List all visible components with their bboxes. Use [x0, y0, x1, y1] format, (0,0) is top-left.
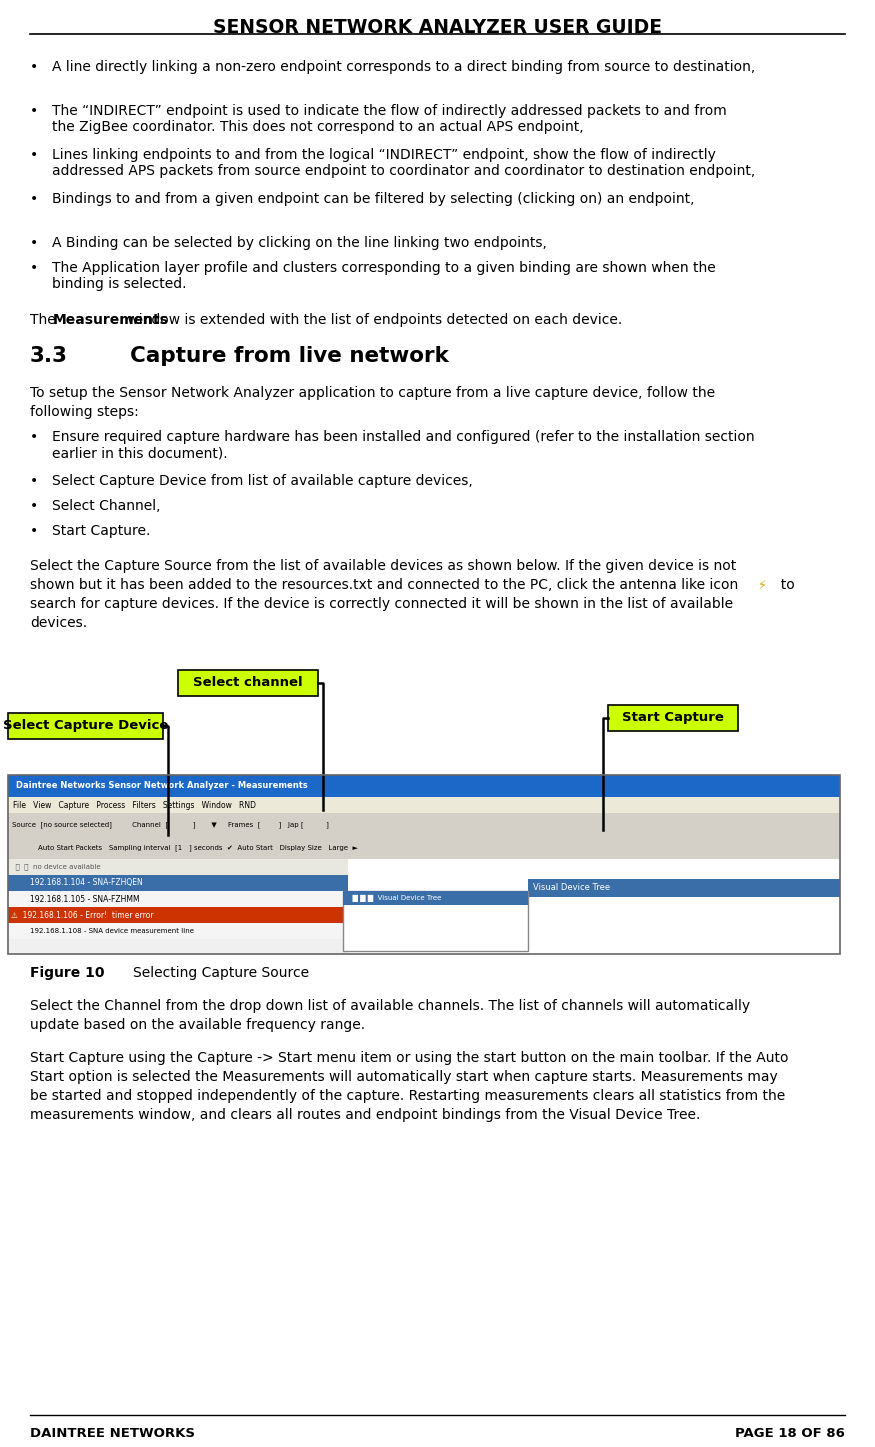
Bar [528, 878, 840, 897]
Text: Select the Capture Source from the list of available devices as shown below. If : Select the Capture Source from the list … [30, 559, 736, 573]
Text: Start option is selected the Measurements will automatically start when capture : Start option is selected the Measurement… [30, 1069, 778, 1084]
Text: •: • [30, 104, 38, 119]
Text: Figure 10: Figure 10 [30, 967, 104, 980]
Text: Select Channel,: Select Channel, [52, 499, 160, 514]
Text: Visual Device Tree: Visual Device Tree [533, 884, 610, 893]
Text: •: • [30, 59, 38, 74]
Text: be started and stopped independently of the capture. Restarting measurements cle: be started and stopped independently of … [30, 1090, 785, 1103]
Text: Start Capture.: Start Capture. [52, 524, 150, 538]
Bar [8, 776, 840, 797]
Text: •: • [30, 499, 38, 514]
Text: update based on the available frequency range.: update based on the available frequency … [30, 1019, 365, 1032]
Bar [8, 776, 840, 954]
Bar [343, 891, 528, 904]
Text: Capture from live network: Capture from live network [130, 346, 449, 366]
Bar [8, 860, 348, 875]
Text: 192.168.1.105 - SNA-FZHMM: 192.168.1.105 - SNA-FZHMM [30, 894, 140, 903]
Text: Select the Channel from the drop down list of available channels. The list of ch: Select the Channel from the drop down li… [30, 998, 750, 1013]
Text: The “INDIRECT” endpoint is used to indicate the flow of indirectly addressed pac: The “INDIRECT” endpoint is used to indic… [52, 104, 727, 135]
Text: Lines linking endpoints to and from the logical “INDIRECT” endpoint, show the fl: Lines linking endpoints to and from the … [52, 148, 755, 178]
FancyBboxPatch shape [608, 705, 738, 731]
Text: window is extended with the list of endpoints detected on each device.: window is extended with the list of endp… [123, 313, 622, 327]
Text: ⚡: ⚡ [758, 579, 766, 592]
Bar [8, 836, 840, 860]
Text: Select Capture Device from list of available capture devices,: Select Capture Device from list of avail… [52, 475, 473, 488]
Text: Auto Start Packets   Sampling interval  [1   ] seconds  ✔  Auto Start   Display : Auto Start Packets Sampling interval [1 … [38, 845, 358, 851]
Text: shown but it has been added to the resources.txt and connected to the PC, click : shown but it has been added to the resou… [30, 577, 738, 592]
Bar [8, 875, 348, 891]
Text: A Binding can be selected by clicking on the line linking two endpoints,: A Binding can be selected by clicking on… [52, 236, 547, 250]
FancyBboxPatch shape [8, 713, 163, 739]
Text: File   View   Capture   Process   Filters   Settings   Window   RND: File View Capture Process Filters Settin… [13, 800, 256, 809]
Text: 3.3: 3.3 [30, 346, 68, 366]
Bar [343, 891, 528, 951]
Text: •: • [30, 260, 38, 275]
Text: To setup the Sensor Network Analyzer application to capture from a live capture : To setup the Sensor Network Analyzer app… [30, 386, 715, 399]
Text: Ensure required capture hardware has been installed and configured (refer to the: Ensure required capture hardware has bee… [52, 430, 754, 460]
Text: •: • [30, 475, 38, 488]
Text: ⚠  192.168.1.106 - Error!  timer error: ⚠ 192.168.1.106 - Error! timer error [11, 910, 154, 919]
Bar [8, 891, 348, 907]
Text: Source  [no source selected]         Channel  [           ]       ▼     Frames  : Source [no source selected] Channel [ ] … [12, 822, 329, 828]
Text: A line directly linking a non-zero endpoint corresponds to a direct binding from: A line directly linking a non-zero endpo… [52, 59, 755, 74]
Text: 192.168.1.108 - SNA device measurement line: 192.168.1.108 - SNA device measurement l… [30, 928, 194, 933]
Text: •: • [30, 192, 38, 205]
Text: The: The [30, 313, 60, 327]
Text: Measurements: Measurements [53, 313, 169, 327]
Text: •: • [30, 148, 38, 162]
Text: Selecting Capture Source: Selecting Capture Source [98, 967, 309, 980]
Text: following steps:: following steps: [30, 405, 139, 420]
Text: ⚿  ⚿  no device available: ⚿ ⚿ no device available [11, 864, 101, 870]
Bar [8, 907, 348, 923]
Text: •: • [30, 430, 38, 444]
Text: devices.: devices. [30, 616, 88, 629]
Bar [8, 813, 840, 836]
Text: The Application layer profile and clusters corresponding to a given binding are : The Application layer profile and cluste… [52, 260, 716, 291]
Text: •: • [30, 524, 38, 538]
Text: Start Capture using the Capture -> Start menu item or using the start button on : Start Capture using the Capture -> Start… [30, 1051, 788, 1065]
Text: Bindings to and from a given endpoint can be filtered by selecting (clicking on): Bindings to and from a given endpoint ca… [52, 192, 695, 205]
Text: 192.168.1.104 - SNA-FZHQEN: 192.168.1.104 - SNA-FZHQEN [30, 878, 143, 887]
Text: •: • [30, 236, 38, 250]
FancyBboxPatch shape [178, 670, 318, 696]
Text: SENSOR NETWORK ANALYZER USER GUIDE: SENSOR NETWORK ANALYZER USER GUIDE [213, 17, 662, 38]
Text: Daintree Networks Sensor Network Analyzer - Measurements: Daintree Networks Sensor Network Analyze… [16, 781, 308, 790]
Bar [8, 860, 348, 954]
Text: █ █ █  Visual Device Tree: █ █ █ Visual Device Tree [348, 894, 441, 901]
Text: Select channel: Select channel [193, 677, 303, 690]
Text: PAGE 18 OF 86: PAGE 18 OF 86 [735, 1427, 845, 1440]
Text: to: to [772, 577, 794, 592]
Bar [8, 923, 348, 939]
Bar [8, 797, 840, 813]
Text: DAINTREE NETWORKS: DAINTREE NETWORKS [30, 1427, 195, 1440]
Text: Start Capture: Start Capture [622, 712, 724, 725]
Text: measurements window, and clears all routes and endpoint bindings from the Visual: measurements window, and clears all rout… [30, 1108, 700, 1121]
Text: Select Capture Device: Select Capture Device [3, 719, 168, 732]
Text: search for capture devices. If the device is correctly connected it will be show: search for capture devices. If the devic… [30, 598, 733, 611]
